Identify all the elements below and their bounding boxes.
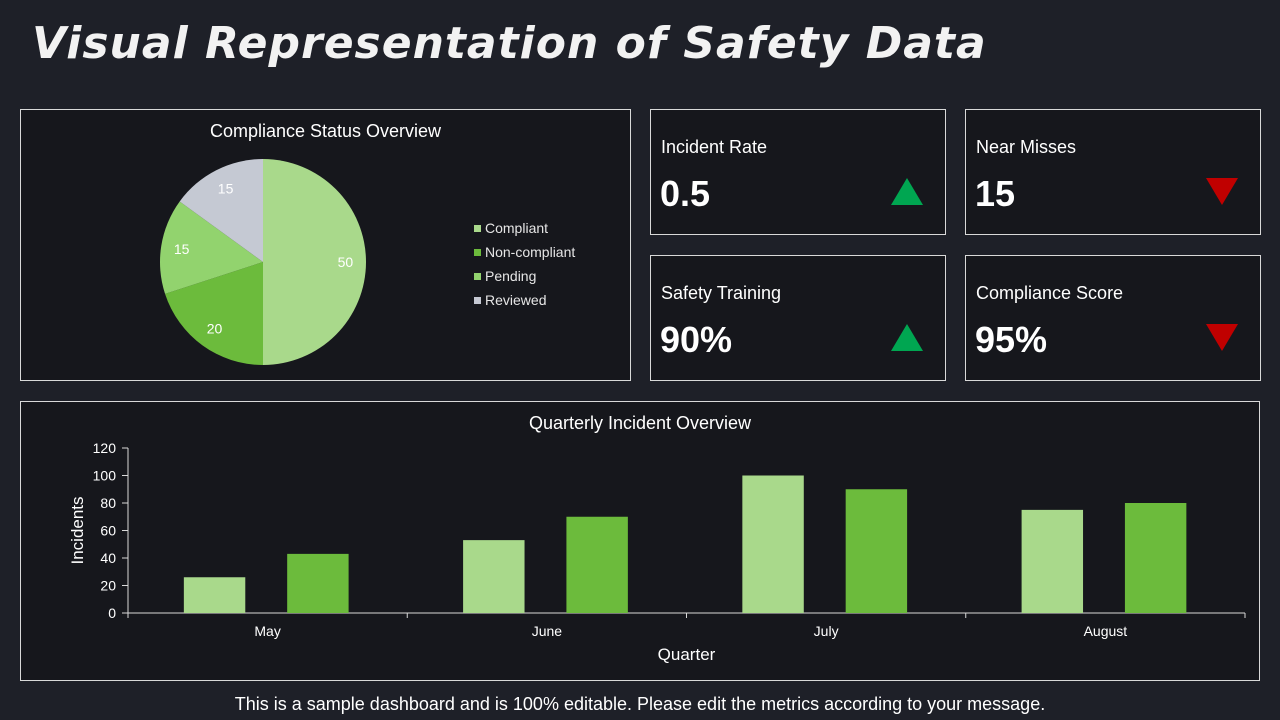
pie-legend: Compliant Non-compliant Pending Reviewed — [474, 216, 575, 312]
bar-may-series-2 — [287, 553, 349, 613]
legend-item-reviewed: Reviewed — [474, 288, 575, 312]
kpi-card-near-misses: Near Misses 15 — [965, 109, 1261, 235]
legend-swatch-pending — [474, 272, 481, 280]
trend-up-icon — [891, 324, 923, 351]
y-tick-label: 80 — [100, 495, 116, 511]
y-tick-label: 100 — [93, 468, 117, 484]
pie-slice-compliant — [263, 159, 366, 365]
pie-data-label: 15 — [174, 241, 190, 257]
legend-label: Reviewed — [485, 292, 547, 308]
page-title: Visual Representation of Safety Data — [32, 18, 987, 69]
x-tick-label: August — [1084, 623, 1128, 639]
kpi-value: 0.5 — [660, 173, 711, 214]
y-axis-label: Incidents — [68, 496, 87, 564]
x-axis-label: Quarter — [658, 645, 716, 664]
legend-swatch-reviewed — [474, 296, 481, 304]
bar-july-series-2 — [845, 489, 908, 613]
pie-data-label: 20 — [207, 321, 223, 337]
kpi-card-compliance-score: Compliance Score 95% — [965, 255, 1261, 381]
kpi-label: Near Misses — [976, 137, 1077, 157]
kpi-label: Incident Rate — [661, 137, 768, 157]
trend-down-icon — [1206, 324, 1238, 351]
legend-label: Compliant — [485, 220, 549, 236]
y-tick-label: 0 — [108, 605, 116, 621]
bar-august-series-2 — [1124, 503, 1187, 613]
kpi-card-incident-rate: Incident Rate 0.5 — [650, 109, 946, 235]
kpi-label: Compliance Score — [976, 283, 1124, 303]
kpi-value: 95% — [975, 319, 1048, 360]
bar-may-series-1 — [183, 577, 246, 613]
legend-label: Pending — [485, 268, 537, 284]
pie-data-label: 15 — [218, 181, 234, 197]
compliance-status-panel: Compliance Status Overview 50 20 15 15 Comp… — [20, 109, 631, 381]
bar-june-series-1 — [463, 540, 525, 613]
x-tick-label: June — [532, 623, 563, 639]
quarterly-incident-panel: Quarterly Incident Overview 0 20 40 60 80 100… — [20, 401, 1260, 681]
y-tick-label: 60 — [100, 523, 116, 539]
legend-item-compliant: Compliant — [474, 216, 575, 240]
bar-august-series-1 — [1021, 509, 1084, 613]
x-tick-label: July — [814, 623, 839, 639]
x-tick-label: May — [254, 623, 280, 639]
trend-up-icon — [891, 178, 923, 205]
bar-june-series-2 — [566, 516, 628, 613]
kpi-label: Safety Training — [661, 283, 782, 303]
compliance-pie-chart: 50 20 15 15 — [160, 159, 366, 365]
y-tick-label: 20 — [100, 578, 116, 594]
kpi-value: 15 — [975, 173, 1016, 214]
pie-chart-title: Compliance Status Overview — [209, 121, 442, 141]
y-tick-label: 120 — [93, 440, 117, 456]
pie-data-label: 50 — [338, 254, 354, 270]
trend-down-icon — [1206, 178, 1238, 205]
bar-july-series-1 — [742, 475, 804, 613]
kpi-value: 90% — [660, 319, 733, 360]
quarterly-incident-bar-chart: 0 20 40 60 80 100 120 May June July August Quarter I… — [68, 440, 1246, 664]
legend-item-pending: Pending — [474, 264, 575, 288]
legend-label: Non-compliant — [485, 244, 576, 260]
legend-swatch-compliant — [474, 224, 481, 232]
y-tick-label: 40 — [100, 550, 116, 566]
kpi-card-safety-training: Safety Training 90% — [650, 255, 946, 381]
pie-slice-reviewed — [179, 159, 263, 262]
legend-item-non-compliant: Non-compliant — [474, 240, 575, 264]
legend-swatch-non-compliant — [474, 248, 481, 256]
footer-note: This is a sample dashboard and is 100% e… — [234, 694, 1046, 714]
bar-chart-title: Quarterly Incident Overview — [528, 413, 752, 433]
pie-slice-non-compliant — [165, 262, 263, 365]
pie-slice-pending — [160, 201, 263, 294]
